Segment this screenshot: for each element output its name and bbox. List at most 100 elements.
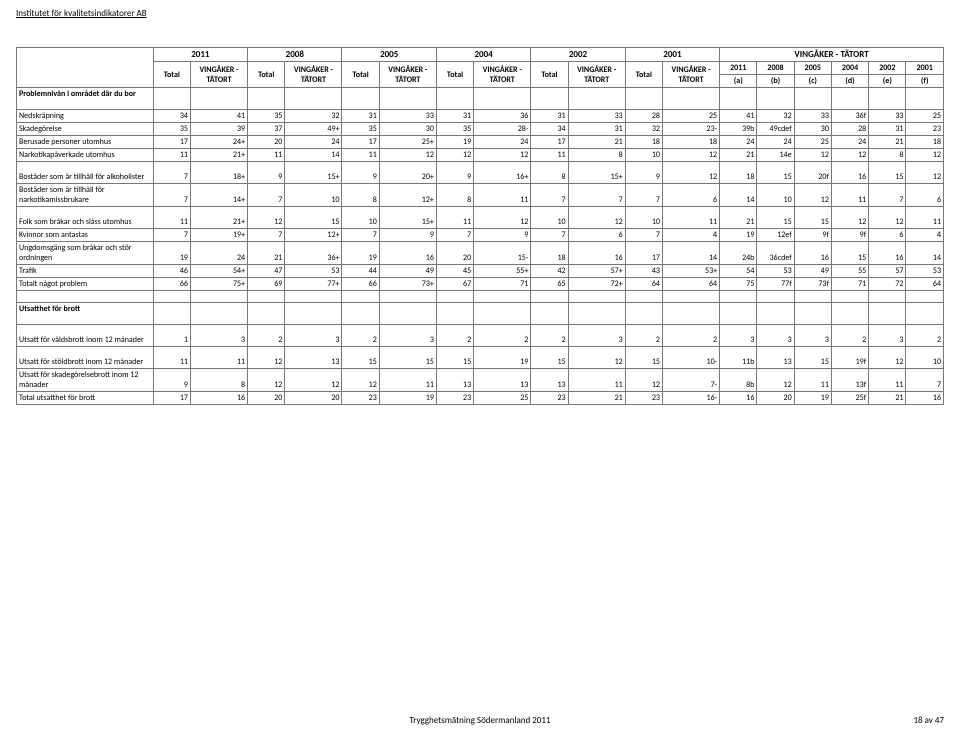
hdr-total-6: Total [625,62,662,88]
data-cell: 15 [869,162,906,184]
data-cell: 15+ [568,162,625,184]
data-cell: 49 [794,265,831,278]
table-row: Folk som bråkar och slåss utomhus1121+12… [17,207,944,229]
data-cell: 9 [379,229,436,242]
data-cell: 25 [794,136,831,149]
data-cell: 12 [794,149,831,162]
footer-right: 18 av 47 [913,715,944,726]
data-cell: 41 [190,110,247,123]
data-cell: 71 [474,278,531,291]
data-cell: 9 [474,229,531,242]
data-cell: 23 [436,392,473,405]
data-cell: 41 [720,110,757,123]
data-cell: 17 [625,242,662,265]
empty-cell [831,88,868,110]
data-cell: 13 [757,347,794,369]
data-cell: 15 [342,347,379,369]
data-cell: 11 [153,347,190,369]
data-cell: 20f [794,162,831,184]
empty-cell [190,291,247,303]
data-cell: 24 [757,136,794,149]
row-label: Trafik [17,265,154,278]
data-cell: 16 [568,242,625,265]
table-row: Nedskräpning3441353231333136313328254132… [17,110,944,123]
data-cell: 21 [568,136,625,149]
data-cell: 72+ [568,278,625,291]
table-row: Total utsatthet för brott171620202319232… [17,392,944,405]
data-cell: 66 [153,278,190,291]
data-cell: 49+ [285,123,342,136]
data-cell: 21 [869,136,906,149]
data-cell: 71 [831,278,868,291]
data-cell: 33 [794,110,831,123]
data-cell: 11 [474,184,531,207]
org-name: Institutet för kvalitetsindikatorer AB [16,8,147,19]
data-cell: 12 [474,207,531,229]
data-cell: 11 [190,347,247,369]
data-cell: 2 [906,325,944,347]
data-cell: 9 [342,162,379,184]
empty-cell [568,303,625,325]
data-cell: 2 [625,325,662,347]
data-cell: 19 [474,347,531,369]
data-cell: 23 [906,123,944,136]
data-cell: 18 [625,136,662,149]
data-cell: 16 [190,392,247,405]
row-label: Skadegörelse [17,123,154,136]
data-cell: 2 [531,325,568,347]
empty-cell [662,88,719,110]
data-cell: 21 [248,242,285,265]
hdr-total-4: Total [436,62,473,88]
empty-cell [342,88,379,110]
data-cell: 14 [285,149,342,162]
data-cell: 30 [794,123,831,136]
table-row: Utsatt för skadegörelsebrott inom 12 mån… [17,369,944,392]
row-label: Kvinnor som antastas [17,229,154,242]
data-cell: 3 [757,325,794,347]
data-cell: 25 [906,110,944,123]
data-cell: 24 [285,136,342,149]
header-blank [17,48,154,88]
data-cell: 16 [831,162,868,184]
row-label: Narkotikapåverkade utomhus [17,149,154,162]
empty-cell [568,291,625,303]
data-cell: 3 [869,325,906,347]
data-cell: 11 [794,369,831,392]
header-row-1: 2011 2008 2005 2004 2002 2001 VINGÅKER -… [17,48,944,62]
empty-cell [720,303,757,325]
data-cell: 33 [379,110,436,123]
empty-cell [625,88,662,110]
data-cell: 9f [831,229,868,242]
data-cell: 2 [662,325,719,347]
empty-cell [757,303,794,325]
data-cell: 2 [248,325,285,347]
data-cell: 11 [436,207,473,229]
data-cell: 7 [906,369,944,392]
data-cell: 18 [662,136,719,149]
data-cell: 28 [625,110,662,123]
data-cell: 12 [869,207,906,229]
data-cell: 35 [153,123,190,136]
data-cell: 23 [531,392,568,405]
empty-cell [757,88,794,110]
data-cell: 15+ [379,207,436,229]
data-cell: 24b [720,242,757,265]
data-cell: 10 [625,207,662,229]
data-cell: 15 [794,207,831,229]
data-cell: 25+ [379,136,436,149]
data-cell: 12ef [757,229,794,242]
spacer-row [17,291,944,303]
row-label: Total utsatthet för brott [17,392,154,405]
data-cell: 11 [342,149,379,162]
hdr-d: (d) [831,75,868,88]
data-cell: 7 [531,184,568,207]
data-cell: 15+ [285,162,342,184]
data-cell: 65 [531,278,568,291]
data-cell: 12 [342,369,379,392]
hdr-loc-5: VINGÅKER - TÄTORT [568,62,625,88]
data-cell: 6 [869,229,906,242]
data-cell: 28- [474,123,531,136]
empty-cell [869,303,906,325]
empty-cell [794,303,831,325]
data-cell: 49cdef [757,123,794,136]
